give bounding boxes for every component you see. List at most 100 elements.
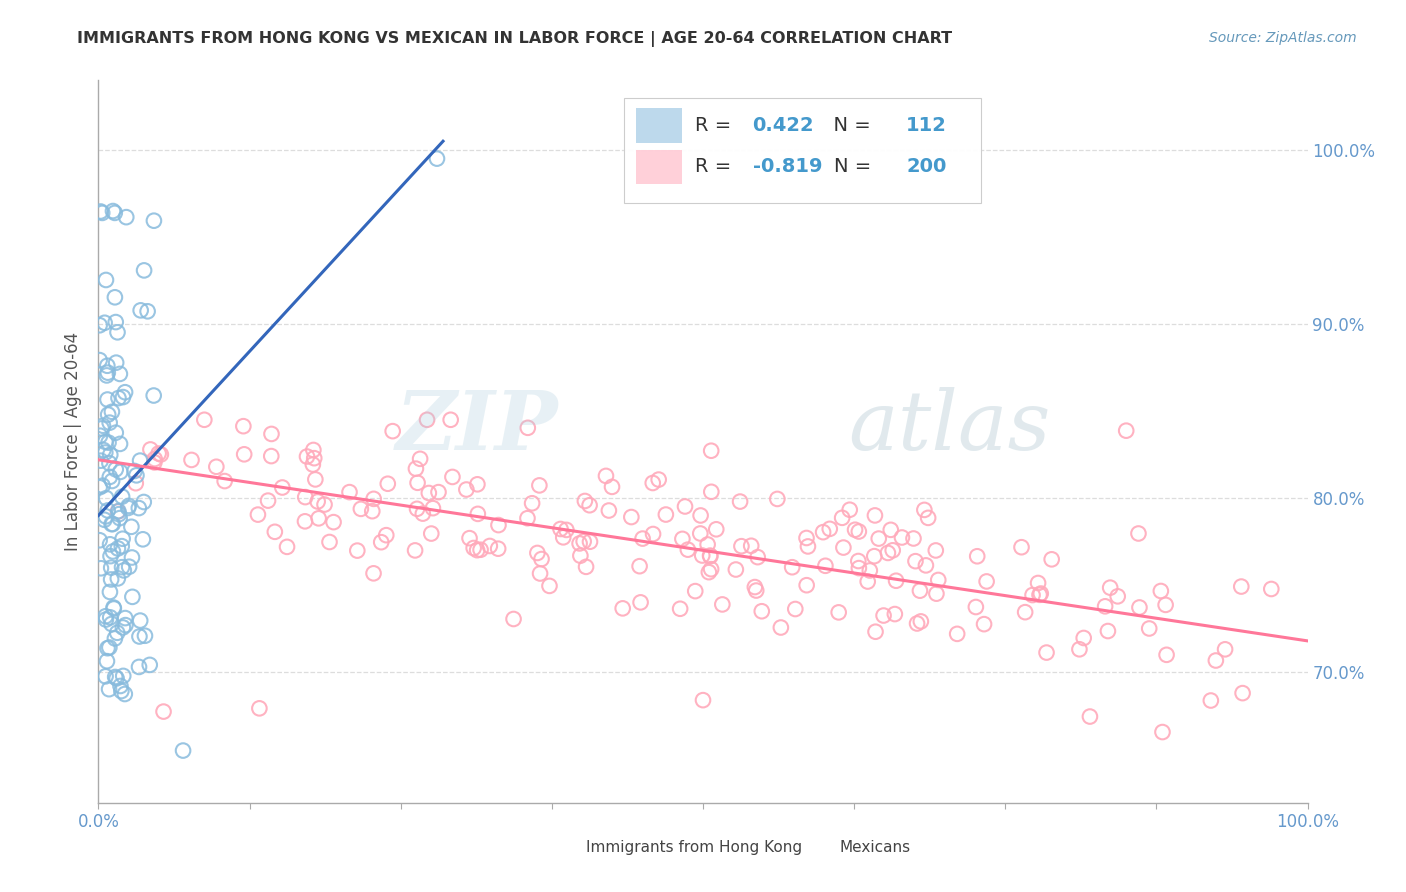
Point xyxy=(877,546,900,560)
Point xyxy=(925,543,948,558)
Point xyxy=(1232,686,1254,700)
Point xyxy=(671,532,693,546)
Point xyxy=(1073,631,1095,645)
Point xyxy=(114,618,136,632)
Point xyxy=(104,425,127,440)
Point xyxy=(1099,581,1122,595)
Point xyxy=(115,210,138,224)
Point xyxy=(965,600,987,615)
Point xyxy=(112,563,135,577)
Point xyxy=(96,368,118,383)
Point xyxy=(98,640,121,655)
Point xyxy=(111,560,134,574)
Point xyxy=(704,522,727,536)
Point xyxy=(553,530,575,544)
Point xyxy=(90,421,112,435)
Point xyxy=(103,601,125,615)
Text: 0.422: 0.422 xyxy=(752,116,814,136)
Point xyxy=(1107,590,1129,604)
Point xyxy=(910,615,932,629)
Point xyxy=(136,304,159,318)
Point xyxy=(420,526,443,541)
Point xyxy=(193,413,215,427)
Point xyxy=(917,511,939,525)
Point xyxy=(467,477,489,491)
Point xyxy=(94,434,117,449)
Point xyxy=(905,616,928,631)
Point xyxy=(322,515,344,529)
Text: 200: 200 xyxy=(905,158,946,177)
Point xyxy=(1152,725,1174,739)
Point xyxy=(711,598,734,612)
Point xyxy=(568,536,591,550)
Point xyxy=(728,494,751,508)
Point xyxy=(247,701,270,715)
Point xyxy=(152,705,174,719)
Point xyxy=(132,495,155,509)
Point xyxy=(103,600,125,615)
Point xyxy=(107,326,129,340)
Point xyxy=(276,540,298,554)
Point xyxy=(690,549,713,563)
Point xyxy=(233,447,256,461)
Point xyxy=(246,508,269,522)
Point xyxy=(883,607,905,621)
Point xyxy=(107,541,129,556)
Point xyxy=(98,470,121,484)
Point xyxy=(125,476,148,491)
Point xyxy=(172,743,194,757)
Point xyxy=(111,532,134,546)
Point xyxy=(859,564,882,578)
Point xyxy=(104,315,127,329)
Point xyxy=(132,533,155,547)
Point xyxy=(111,620,134,634)
Point xyxy=(97,366,120,380)
Point xyxy=(120,520,142,534)
Point xyxy=(89,480,111,494)
Point xyxy=(530,552,553,566)
Point xyxy=(1069,642,1091,657)
Point xyxy=(97,408,120,422)
Text: R =: R = xyxy=(695,158,737,177)
Point xyxy=(669,601,692,615)
Point xyxy=(730,539,752,553)
Point xyxy=(838,502,860,516)
Point xyxy=(149,447,172,461)
Text: ZIP: ZIP xyxy=(395,387,558,467)
Point xyxy=(884,574,907,588)
Point xyxy=(1213,642,1236,657)
Point xyxy=(465,543,488,558)
Point xyxy=(98,537,121,551)
Point xyxy=(467,507,489,521)
Point xyxy=(740,539,762,553)
Point xyxy=(361,504,384,518)
Point xyxy=(831,511,853,525)
Point xyxy=(98,585,121,599)
Point xyxy=(600,480,623,494)
Point xyxy=(110,679,132,693)
Point xyxy=(98,682,121,697)
Point xyxy=(1078,709,1101,723)
Point xyxy=(891,531,914,545)
Point xyxy=(872,608,894,623)
Point xyxy=(98,448,121,462)
Point xyxy=(966,549,988,564)
Point xyxy=(132,263,155,277)
Point xyxy=(827,606,849,620)
Point xyxy=(108,511,131,525)
Point xyxy=(1128,526,1150,541)
Point xyxy=(780,560,803,574)
Point xyxy=(94,273,117,287)
Point xyxy=(550,522,572,536)
Point xyxy=(104,290,127,304)
Text: 112: 112 xyxy=(905,116,948,136)
Point xyxy=(100,560,122,574)
Point xyxy=(1026,576,1049,591)
Point xyxy=(700,562,723,576)
Point xyxy=(908,583,931,598)
Point xyxy=(302,458,325,472)
Point xyxy=(865,624,887,639)
Point xyxy=(100,517,122,532)
Point xyxy=(108,437,131,451)
Point xyxy=(915,558,938,573)
